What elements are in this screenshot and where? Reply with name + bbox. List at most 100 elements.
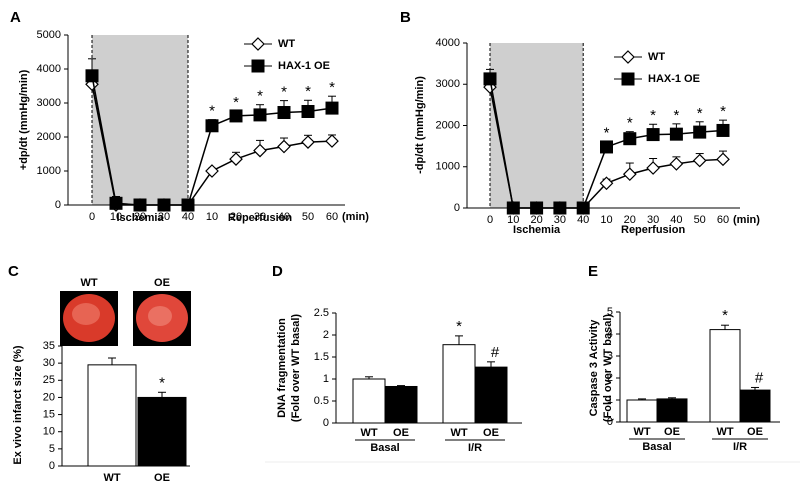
y-tick-label: 10 bbox=[43, 426, 55, 438]
bar bbox=[384, 385, 418, 424]
x-tick-label: 10 bbox=[507, 214, 519, 226]
x-group-label: Reperfusion bbox=[228, 212, 292, 224]
point bbox=[157, 198, 171, 212]
point bbox=[530, 201, 544, 215]
point bbox=[277, 139, 291, 154]
bar bbox=[739, 389, 771, 423]
y-tick-label: 2000 bbox=[37, 131, 61, 143]
bar-label: OE bbox=[483, 427, 499, 439]
y-axis-label: +dp/dt (mmHg/min) bbox=[18, 69, 30, 170]
bar-label: WT bbox=[716, 426, 733, 438]
point bbox=[646, 128, 660, 142]
bar-label: OE bbox=[393, 427, 409, 439]
x-tick-label: 40 bbox=[577, 214, 589, 226]
ischemia-shade bbox=[490, 43, 584, 208]
point bbox=[622, 167, 637, 182]
y-tick-label: 15 bbox=[43, 408, 55, 420]
legend-label: HAX-1 OE bbox=[278, 60, 330, 72]
significance-mark: * bbox=[159, 374, 165, 391]
y-tick-label: 25 bbox=[43, 374, 55, 386]
significance-mark: * bbox=[722, 307, 728, 324]
point bbox=[483, 72, 497, 86]
legend-marker bbox=[251, 37, 265, 51]
bar bbox=[442, 344, 476, 424]
point bbox=[325, 101, 339, 115]
y-tick-label: 2.5 bbox=[314, 307, 329, 319]
panel-letter: E bbox=[588, 263, 598, 280]
image-label: OE bbox=[154, 277, 170, 289]
y-tick-label: 0 bbox=[607, 416, 613, 428]
y-axis-label: -dp/dt (mmHg/min) bbox=[414, 76, 426, 174]
point bbox=[181, 198, 195, 212]
y-tick-label: 1 bbox=[323, 373, 329, 385]
x-tick-label: 40 bbox=[278, 211, 290, 223]
x-tick-label: 40 bbox=[670, 214, 682, 226]
x-unit: (min) bbox=[733, 214, 760, 226]
significance-mark: * bbox=[627, 115, 633, 132]
heart-slice-highlight bbox=[148, 306, 172, 326]
point bbox=[693, 125, 707, 139]
x-group-label: I/R bbox=[733, 441, 747, 453]
point bbox=[133, 198, 147, 212]
y-tick-label: 1 bbox=[607, 394, 613, 406]
bar bbox=[87, 364, 137, 467]
y-tick-label: 2 bbox=[323, 329, 329, 341]
bar bbox=[352, 378, 386, 424]
x-tick-label: WT bbox=[103, 472, 120, 484]
panel-letter: B bbox=[400, 9, 411, 26]
y-tick-label: 1000 bbox=[436, 161, 460, 173]
point bbox=[229, 109, 243, 123]
panel-letter: D bbox=[272, 263, 283, 280]
significance-mark: * bbox=[329, 79, 335, 96]
bar-label: OE bbox=[664, 426, 680, 438]
x-group-label: Basal bbox=[370, 442, 399, 454]
point bbox=[692, 153, 707, 168]
y-tick-label: 5 bbox=[607, 306, 613, 318]
image-label: WT bbox=[80, 277, 97, 289]
point bbox=[325, 134, 339, 148]
x-tick-label: 30 bbox=[647, 214, 659, 226]
x-tick-label: 20 bbox=[624, 214, 636, 226]
y-tick-label: 3000 bbox=[436, 78, 460, 90]
y-tick-label: 4000 bbox=[436, 37, 460, 49]
point bbox=[576, 201, 590, 215]
significance-mark: * bbox=[604, 125, 610, 142]
y-axis-label: Caspase 3 Activity bbox=[588, 319, 600, 417]
bar-label: WT bbox=[360, 427, 377, 439]
y-tick-label: 3000 bbox=[37, 97, 61, 109]
x-tick-label: 0 bbox=[89, 211, 95, 223]
x-tick-label: 10 bbox=[206, 211, 218, 223]
significance-mark: * bbox=[456, 318, 462, 335]
significance-mark: * bbox=[673, 107, 679, 124]
point bbox=[205, 119, 219, 133]
point bbox=[669, 127, 683, 141]
x-tick-label: 30 bbox=[254, 211, 266, 223]
ischemia-shade bbox=[92, 35, 188, 205]
legend-marker bbox=[621, 50, 635, 64]
x-group-label: Reperfusion bbox=[621, 224, 685, 236]
point bbox=[623, 132, 637, 146]
x-group-label: I/R bbox=[468, 442, 482, 454]
x-group-label: Ischemia bbox=[116, 212, 164, 224]
legend-label: WT bbox=[278, 38, 295, 50]
bar-label: WT bbox=[633, 426, 650, 438]
point bbox=[669, 157, 684, 171]
significance-mark: # bbox=[491, 344, 500, 361]
bar-label: WT bbox=[450, 427, 467, 439]
significance-mark: * bbox=[233, 94, 239, 111]
point bbox=[506, 201, 520, 215]
point bbox=[85, 69, 99, 83]
point bbox=[253, 108, 267, 122]
significance-mark: * bbox=[281, 84, 287, 101]
bar bbox=[656, 398, 688, 423]
point bbox=[600, 140, 613, 154]
x-tick-label: 50 bbox=[302, 211, 314, 223]
x-group-label: Basal bbox=[642, 441, 671, 453]
y-axis-label: (Fold over WT basal) bbox=[290, 314, 302, 423]
bar-label: OE bbox=[747, 426, 763, 438]
point bbox=[277, 106, 291, 120]
bar bbox=[709, 329, 741, 423]
point bbox=[716, 152, 730, 167]
y-tick-label: 5 bbox=[49, 443, 55, 455]
